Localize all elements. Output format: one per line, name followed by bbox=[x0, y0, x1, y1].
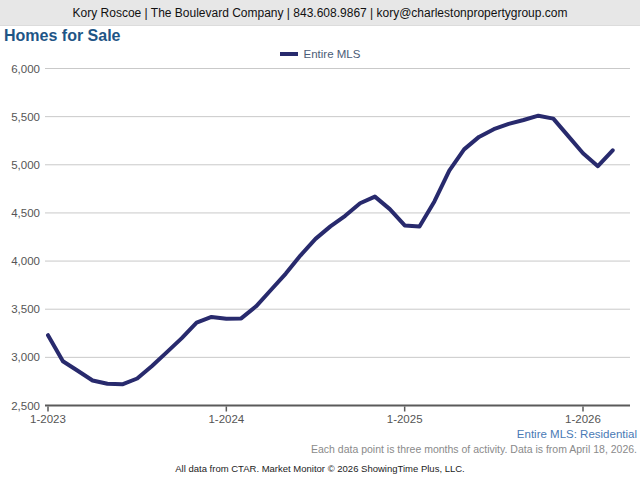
y-tick-label: 2,500 bbox=[11, 400, 40, 412]
x-tick-label: 1-2023 bbox=[30, 413, 66, 425]
x-tick-label: 1-2025 bbox=[387, 413, 423, 425]
y-tick-label: 6,000 bbox=[11, 63, 40, 75]
homes-for-sale-chart: 2,500 3,000 3,500 4,000 4,500 5,000 5,500 6,000… bbox=[0, 0, 640, 480]
data-footnote: Each data point is three months of activ… bbox=[311, 443, 637, 455]
y-tick-label: 4,500 bbox=[11, 207, 40, 219]
x-tick-label: 1-2024 bbox=[208, 413, 244, 425]
y-tick-label: 5,000 bbox=[11, 159, 40, 171]
entire-mls-line bbox=[48, 116, 613, 385]
copyright-footnote: All data from CTAR. Market Monitor © 202… bbox=[0, 463, 640, 474]
x-tick-label: 1-2026 bbox=[565, 413, 601, 425]
y-tick-label: 5,500 bbox=[11, 111, 40, 123]
series-footnote: Entire MLS: Residential bbox=[517, 428, 637, 440]
y-tick-label: 3,500 bbox=[11, 303, 40, 315]
y-tick-label: 4,000 bbox=[11, 255, 40, 267]
y-tick-label: 3,000 bbox=[11, 351, 40, 363]
